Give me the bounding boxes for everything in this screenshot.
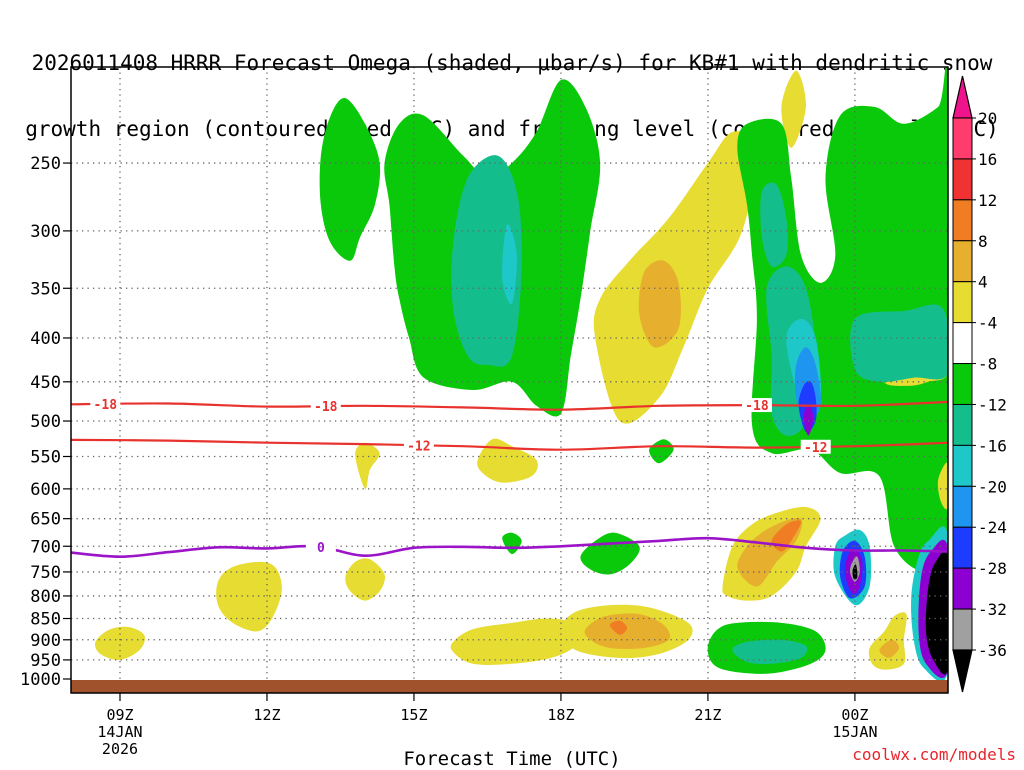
- y-tick-label-300: 300: [30, 222, 61, 242]
- temp-contour-0-label-0: -18: [94, 398, 118, 413]
- omega-region-41: [502, 532, 522, 555]
- colorbar-label-13: -36: [978, 641, 1007, 660]
- temp-contour-0-label-bg-0: [90, 397, 121, 412]
- y-tick-label-700: 700: [30, 537, 61, 557]
- colorbar-band-3: [952, 240, 973, 283]
- colorbar-band-6: [952, 363, 973, 405]
- y-tick-label-850: 850: [30, 610, 61, 630]
- x-tick-label-09Z: 09Z: [106, 706, 133, 724]
- x-tick-sublabel-09Z-0: 14JAN: [97, 723, 142, 741]
- colorbar-label-9: -20: [978, 477, 1007, 496]
- y-tick-label-600: 600: [30, 480, 61, 500]
- colorbar-band-8: [952, 444, 973, 487]
- temp-contour-0-line: [71, 400, 948, 411]
- colorbar-label-11: -28: [978, 559, 1007, 578]
- x-tick-label-00Z: 00Z: [841, 706, 868, 724]
- colorbar-band-4: [952, 281, 973, 324]
- colorbar-label-10: -24: [978, 518, 1007, 537]
- colorbar-label-3: 8: [978, 232, 988, 251]
- omega-region-0: [319, 98, 381, 261]
- omega-region-23: [852, 564, 858, 580]
- x-tick-label-15Z: 15Z: [400, 706, 427, 724]
- omega-region-11: [760, 182, 788, 268]
- temp-contour-0-label-bg-1: [310, 399, 341, 414]
- watermark-text: coolwx.com/models: [852, 745, 1016, 764]
- y-tick-label-550: 550: [30, 447, 61, 467]
- x-tick-label-12Z: 12Z: [253, 706, 280, 724]
- omega-region-39: [477, 438, 538, 483]
- omega-region-26: [925, 551, 948, 675]
- terrain-strip: [71, 680, 948, 693]
- colorbar-band-7: [952, 403, 973, 446]
- title-line-1: 2026011408 HRRR Forecast Omega (shaded, …: [31, 51, 993, 75]
- omega-region-40: [649, 439, 674, 464]
- x-tick-sublabel-09Z-1: 2026: [102, 740, 138, 758]
- omega-region-2: [451, 155, 522, 367]
- y-tick-label-400: 400: [30, 329, 61, 349]
- y-tick-label-800: 800: [30, 587, 61, 607]
- colorbar-band-11: [952, 567, 973, 610]
- temp-contour-1-label-bg-0: [403, 438, 434, 453]
- y-tick-label-250: 250: [30, 154, 61, 174]
- omega-region-33: [868, 612, 907, 670]
- colorbar-band-1: [952, 158, 973, 201]
- x-tick-label-21Z: 21Z: [694, 706, 721, 724]
- y-tick-label-900: 900: [30, 631, 61, 651]
- colorbar-bottom-arrow: [952, 649, 973, 693]
- omega-region-7: [737, 67, 948, 598]
- colorbar-label-12: -32: [978, 600, 1007, 619]
- colorbar-band-2: [952, 199, 973, 242]
- colorbar-label-1: 16: [978, 150, 997, 169]
- colorbar-label-8: -16: [978, 436, 1007, 455]
- temp-contour-1-label-bg-1: [800, 439, 831, 454]
- omega-region-28: [732, 639, 808, 665]
- omega-region-35: [216, 561, 282, 632]
- colorbar-band-9: [952, 485, 973, 528]
- omega-region-37: [94, 626, 146, 660]
- omega-region-5: [638, 260, 682, 348]
- colorbar-label-0: 20: [978, 109, 997, 128]
- omega-region-10: [850, 304, 948, 383]
- colorbar-band-12: [952, 608, 973, 651]
- x-axis-title: Forecast Time (UTC): [403, 748, 621, 770]
- temp-contour-0-label-1: -18: [314, 400, 338, 415]
- omega-region-36: [345, 558, 386, 601]
- colorbar-band-5: [952, 322, 973, 365]
- plot-frame: [70, 66, 949, 694]
- freezing-level-label-0: 0: [317, 541, 325, 556]
- omega-region-42: [580, 532, 640, 575]
- y-tick-label-650: 650: [30, 510, 61, 530]
- colorbar-label-4: 4: [978, 273, 988, 292]
- omega-region-43: [937, 462, 948, 510]
- temp-contour-1-label-1: -12: [804, 441, 827, 456]
- colorbar-top-arrow: [952, 75, 973, 119]
- temp-contour-0-label-bg-2: [741, 398, 772, 413]
- y-tick-label-350: 350: [30, 279, 61, 299]
- y-tick-label-1000: 1000: [20, 670, 61, 690]
- omega-region-29: [450, 618, 587, 665]
- omega-region-34: [879, 639, 900, 658]
- y-tick-label-750: 750: [30, 563, 61, 583]
- omega-region-38: [355, 442, 380, 490]
- colorbar-band-10: [952, 526, 973, 569]
- freezing-level-label-bg-0: [305, 540, 336, 555]
- omega-region-3: [502, 224, 517, 305]
- freezing-level-line: [71, 536, 948, 559]
- colorbar-label-7: -12: [978, 395, 1007, 414]
- x-tick-label-18Z: 18Z: [547, 706, 574, 724]
- colorbar-band-0: [952, 117, 973, 160]
- colorbar-label-2: 12: [978, 191, 997, 210]
- colorbar-label-6: -8: [978, 355, 997, 374]
- colorbar-label-5: -4: [978, 314, 997, 333]
- temp-contour-1-label-0: -12: [407, 439, 430, 454]
- temp-contour-0-label-2: -18: [745, 399, 769, 414]
- y-tick-label-950: 950: [30, 651, 61, 671]
- omega-region-32: [609, 620, 628, 635]
- x-tick-sublabel-00Z-0: 15JAN: [832, 723, 877, 741]
- y-tick-label-500: 500: [30, 412, 61, 432]
- y-tick-label-450: 450: [30, 373, 61, 393]
- omega-region-6: [781, 70, 806, 148]
